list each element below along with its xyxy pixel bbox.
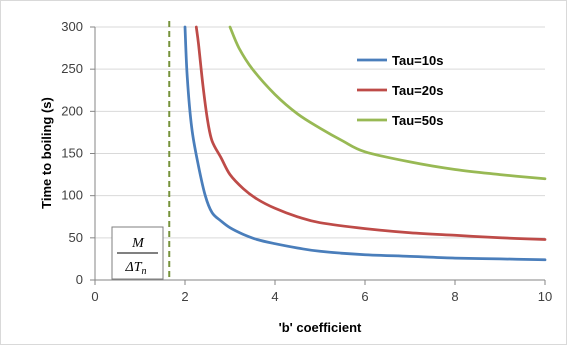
x-tick-label: 6 xyxy=(361,289,368,304)
y-tick-label: 150 xyxy=(61,146,83,161)
equation-numerator: M xyxy=(131,236,145,251)
equation-denominator: ΔTn xyxy=(124,260,146,277)
x-tick-label: 0 xyxy=(91,289,98,304)
y-tick-label: 50 xyxy=(69,230,83,245)
x-tick-label: 8 xyxy=(451,289,458,304)
series-lines xyxy=(183,25,547,262)
y-tick-label: 200 xyxy=(61,103,83,118)
x-tick-label: 4 xyxy=(271,289,278,304)
legend: Tau=10s Tau=20s Tau=50s xyxy=(357,53,443,128)
legend-label-2: Tau=20s xyxy=(392,83,443,98)
series-line-1 xyxy=(183,25,547,262)
equation-denominator-delta: ΔT xyxy=(124,260,142,275)
x-tick-label: 10 xyxy=(538,289,552,304)
y-tick-label: 300 xyxy=(61,19,83,34)
series-line-2 xyxy=(194,25,547,241)
x-tick-label: 2 xyxy=(181,289,188,304)
y-tick-label: 0 xyxy=(76,272,83,287)
x-axis-label: 'b' coefficient xyxy=(279,320,362,335)
equation-box: M ΔTn xyxy=(111,226,164,280)
y-axis-label: Time to boiling (s) xyxy=(39,97,54,209)
y-tick-label: 250 xyxy=(61,61,83,76)
legend-label-3: Tau=50s xyxy=(392,113,443,128)
series-line-3 xyxy=(228,25,547,181)
equation-denominator-subscript: n xyxy=(142,266,147,277)
y-tick-label: 100 xyxy=(61,188,83,203)
gridlines xyxy=(95,26,545,239)
legend-label-1: Tau=10s xyxy=(392,53,443,68)
